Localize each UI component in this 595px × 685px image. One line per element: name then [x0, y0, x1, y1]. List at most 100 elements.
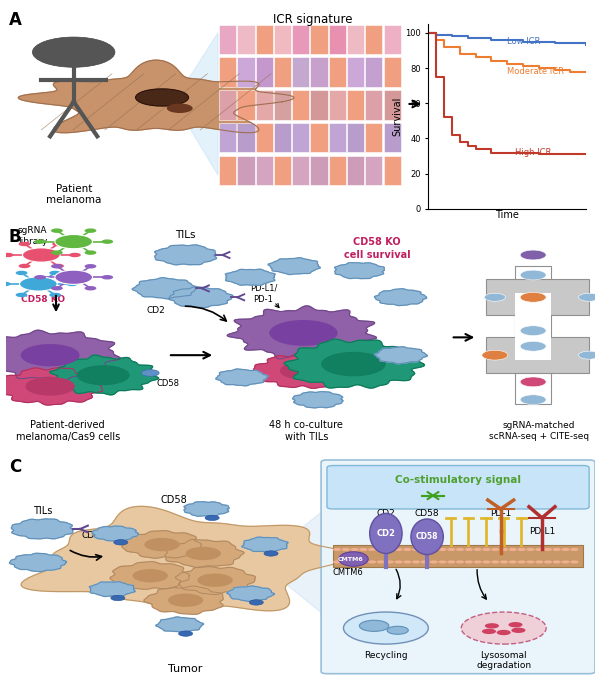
- Circle shape: [456, 560, 464, 564]
- Circle shape: [430, 560, 438, 564]
- Circle shape: [421, 560, 429, 564]
- Text: High ICR: High ICR: [515, 148, 552, 157]
- Circle shape: [553, 548, 561, 551]
- FancyBboxPatch shape: [321, 460, 595, 674]
- Circle shape: [321, 352, 386, 376]
- Polygon shape: [92, 526, 139, 541]
- Circle shape: [377, 548, 385, 551]
- Circle shape: [21, 344, 80, 366]
- Bar: [347, 155, 364, 186]
- Circle shape: [142, 370, 159, 376]
- Circle shape: [553, 560, 561, 564]
- Ellipse shape: [369, 514, 402, 553]
- Circle shape: [483, 560, 491, 564]
- Polygon shape: [259, 496, 342, 629]
- Polygon shape: [293, 392, 343, 408]
- Text: A: A: [9, 11, 22, 29]
- Circle shape: [439, 560, 447, 564]
- Bar: [329, 90, 346, 120]
- Text: CD58: CD58: [161, 495, 187, 505]
- Circle shape: [578, 351, 595, 359]
- Circle shape: [167, 103, 193, 113]
- Circle shape: [359, 548, 368, 551]
- Text: Moderate ICR: Moderate ICR: [507, 67, 564, 76]
- Circle shape: [359, 621, 389, 632]
- Circle shape: [570, 560, 578, 564]
- Circle shape: [377, 560, 385, 564]
- Text: CD58 KO: CD58 KO: [353, 236, 401, 247]
- Circle shape: [520, 270, 546, 280]
- Bar: [365, 155, 383, 186]
- Circle shape: [66, 282, 78, 286]
- Polygon shape: [132, 277, 198, 299]
- Y-axis label: Survival: Survival: [392, 97, 402, 136]
- Polygon shape: [242, 537, 288, 552]
- Text: C: C: [9, 458, 21, 476]
- Polygon shape: [227, 586, 274, 601]
- Bar: [292, 25, 309, 54]
- Polygon shape: [227, 306, 377, 360]
- Circle shape: [474, 560, 482, 564]
- Circle shape: [84, 286, 96, 290]
- Circle shape: [52, 242, 64, 246]
- Circle shape: [544, 548, 552, 551]
- Polygon shape: [176, 566, 256, 595]
- Text: CMTM6: CMTM6: [332, 568, 363, 577]
- Circle shape: [359, 560, 368, 564]
- Text: PD-L1/: PD-L1/: [250, 284, 277, 293]
- Bar: [274, 90, 291, 120]
- Circle shape: [205, 515, 219, 521]
- Circle shape: [0, 282, 11, 286]
- Circle shape: [520, 292, 546, 302]
- Circle shape: [52, 264, 64, 269]
- Bar: [347, 25, 364, 54]
- Bar: [486, 338, 589, 373]
- Bar: [329, 25, 346, 54]
- Bar: [365, 58, 383, 87]
- Circle shape: [465, 548, 473, 551]
- Circle shape: [280, 362, 327, 379]
- Circle shape: [51, 286, 63, 290]
- Circle shape: [447, 560, 455, 564]
- Bar: [515, 266, 551, 404]
- Bar: [292, 155, 309, 186]
- Circle shape: [562, 560, 570, 564]
- Bar: [365, 90, 383, 120]
- Polygon shape: [156, 617, 203, 632]
- Bar: [365, 123, 383, 153]
- Circle shape: [500, 560, 508, 564]
- Bar: [384, 58, 400, 87]
- Text: TILs: TILs: [33, 506, 52, 516]
- Bar: [274, 25, 291, 54]
- Text: ICR signature: ICR signature: [273, 13, 352, 26]
- Circle shape: [509, 560, 517, 564]
- Circle shape: [394, 548, 403, 551]
- Circle shape: [412, 548, 420, 551]
- Circle shape: [51, 228, 63, 233]
- Circle shape: [474, 548, 482, 551]
- Polygon shape: [155, 245, 217, 265]
- Circle shape: [333, 560, 341, 564]
- Circle shape: [483, 548, 491, 551]
- Circle shape: [264, 551, 278, 556]
- Circle shape: [198, 573, 233, 587]
- Bar: [329, 123, 346, 153]
- Polygon shape: [226, 269, 275, 286]
- Circle shape: [77, 365, 130, 385]
- Circle shape: [520, 326, 546, 336]
- Bar: [384, 155, 400, 186]
- Circle shape: [186, 547, 221, 560]
- Circle shape: [482, 350, 508, 360]
- Circle shape: [461, 612, 546, 644]
- Circle shape: [270, 320, 337, 346]
- Circle shape: [368, 560, 376, 564]
- Text: CD2: CD2: [82, 531, 100, 540]
- Bar: [515, 293, 551, 338]
- Circle shape: [520, 250, 546, 260]
- Circle shape: [439, 548, 447, 551]
- Circle shape: [544, 560, 552, 564]
- Circle shape: [430, 548, 438, 551]
- Circle shape: [49, 271, 61, 275]
- Bar: [384, 25, 400, 54]
- Circle shape: [18, 264, 30, 269]
